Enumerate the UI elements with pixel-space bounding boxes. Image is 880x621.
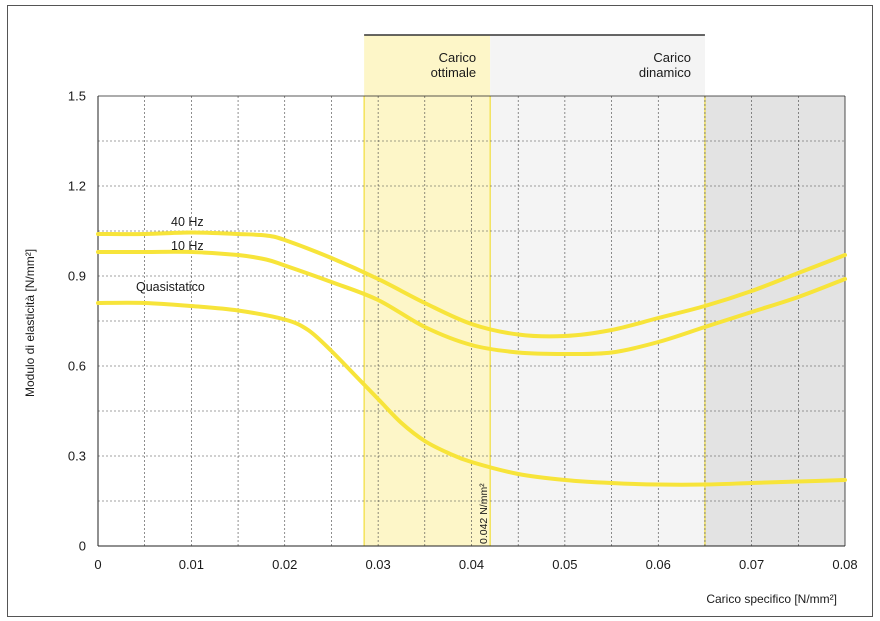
x-tick-label: 0.03 <box>365 557 390 572</box>
axes: 0 0.01 0.02 0.03 0.04 0.05 0.06 0.07 0.08 0 0.3 0.6… <box>68 89 858 573</box>
series-lines <box>96 230 847 487</box>
series-line <box>96 249 847 357</box>
y-tick-label: 0.3 <box>68 449 86 464</box>
boundary-annotation: 0.042 N/mm² <box>478 483 490 544</box>
series-label: 40 Hz <box>171 215 204 229</box>
x-tick-label: 0.06 <box>646 557 671 572</box>
region-label: Carico dinamico <box>639 50 691 80</box>
y-tick-label: 0.6 <box>68 359 86 374</box>
x-tick-label: 0.08 <box>832 557 857 572</box>
y-tick-label: 1.5 <box>68 89 86 104</box>
y-tick-label: 1.2 <box>68 179 86 194</box>
chart-labels: Modulo di elasticità [N/mm²] Carico spec… <box>23 50 837 606</box>
x-tick-label: 0.07 <box>739 557 764 572</box>
series-label: 10 Hz <box>171 239 204 253</box>
figure-frame <box>7 5 873 617</box>
x-tick-label: 0.04 <box>459 557 484 572</box>
x-tick-label: 0.02 <box>272 557 297 572</box>
x-axis-label: Carico specifico [N/mm²] <box>706 592 837 606</box>
x-tick-label: 0.05 <box>552 557 577 572</box>
y-tick-label: 0.9 <box>68 269 86 284</box>
series-line <box>96 300 847 487</box>
region-header <box>364 35 491 96</box>
region-bands <box>363 34 845 546</box>
x-tick-label: 0 <box>94 557 101 572</box>
y-tick-label: 0 <box>79 539 86 554</box>
region-label: Carico ottimale <box>431 50 477 80</box>
x-tick-label: 0.01 <box>179 557 204 572</box>
series-line <box>96 230 847 339</box>
region-band <box>490 96 705 546</box>
y-axis-label: Modulo di elasticità [N/mm²] <box>23 249 37 397</box>
series-label: Quasistatico <box>136 280 205 294</box>
region-header <box>490 35 705 96</box>
